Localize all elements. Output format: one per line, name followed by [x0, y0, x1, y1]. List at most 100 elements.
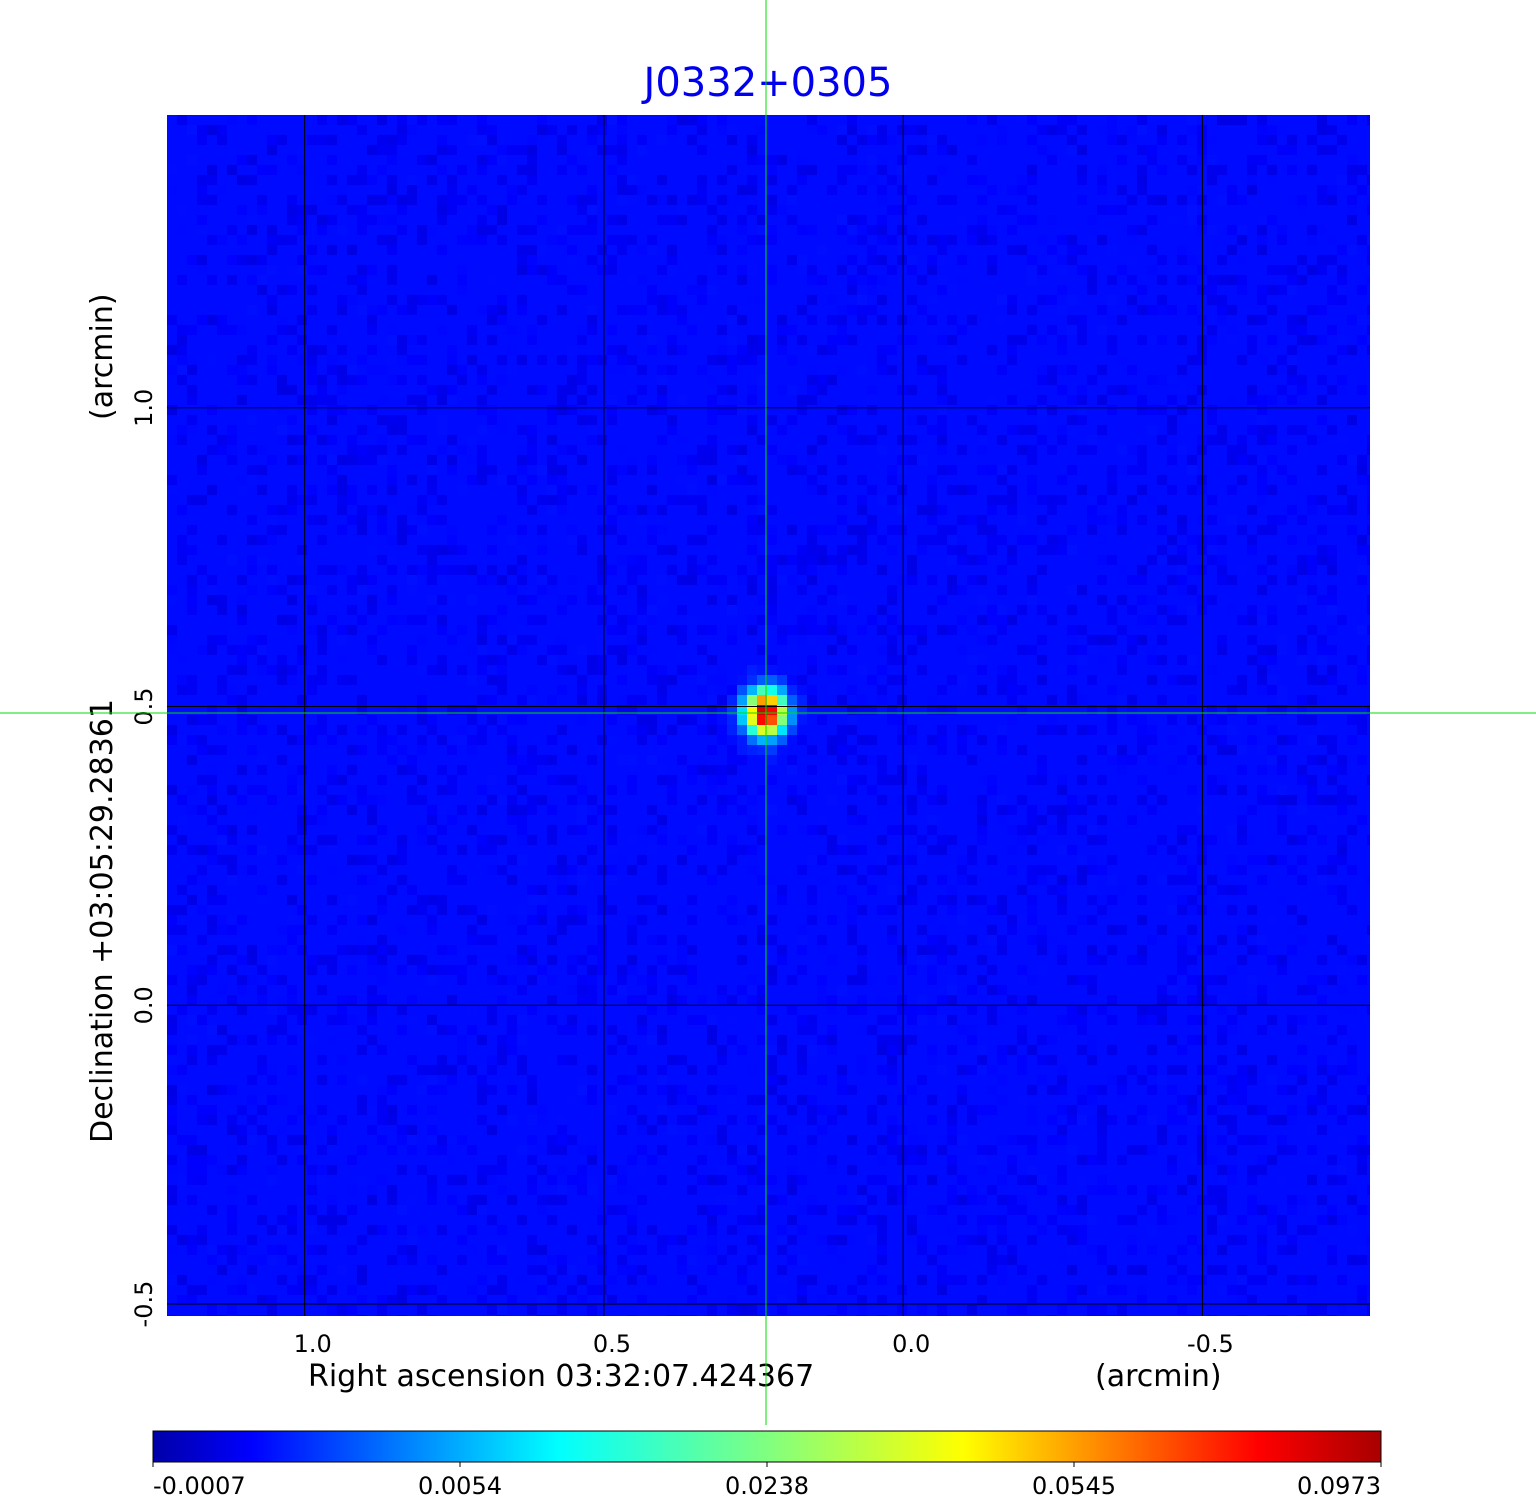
image-pixel: [1017, 685, 1027, 695]
image-pixel: [287, 435, 297, 445]
image-pixel: [587, 665, 597, 675]
image-pixel: [627, 395, 637, 405]
image-pixel: [1207, 895, 1217, 905]
image-pixel: [897, 855, 907, 865]
image-pixel: [187, 325, 197, 335]
image-pixel: [687, 1015, 697, 1025]
image-pixel: [347, 445, 357, 455]
image-pixel: [267, 1065, 277, 1075]
image-pixel: [1237, 255, 1247, 265]
image-pixel: [317, 635, 327, 645]
image-pixel: [297, 395, 307, 405]
image-pixel: [1297, 695, 1307, 705]
image-pixel: [887, 1035, 897, 1045]
image-pixel: [627, 1185, 637, 1195]
image-pixel: [717, 235, 727, 245]
image-pixel: [547, 205, 557, 215]
image-pixel: [617, 115, 627, 125]
image-pixel: [907, 885, 917, 895]
image-pixel: [1107, 715, 1117, 725]
image-pixel: [1297, 705, 1307, 715]
image-pixel: [747, 665, 757, 675]
image-pixel: [357, 1025, 367, 1035]
image-pixel: [1287, 945, 1297, 955]
image-pixel: [757, 1245, 767, 1255]
image-pixel: [757, 1005, 767, 1015]
image-pixel: [987, 495, 997, 505]
image-pixel: [207, 445, 217, 455]
image-pixel: [177, 785, 187, 795]
image-pixel: [527, 1185, 537, 1195]
image-pixel: [727, 165, 737, 175]
image-pixel: [1237, 1265, 1247, 1275]
image-pixel: [887, 825, 897, 835]
image-pixel: [1267, 745, 1277, 755]
image-pixel: [897, 1005, 907, 1015]
image-pixel: [1137, 1015, 1147, 1025]
image-pixel: [1277, 465, 1287, 475]
image-pixel: [287, 615, 297, 625]
image-pixel: [327, 405, 337, 415]
image-pixel: [797, 705, 807, 715]
image-pixel: [897, 485, 907, 495]
image-pixel: [237, 595, 247, 605]
image-pixel: [1007, 1165, 1017, 1175]
image-pixel: [497, 635, 507, 645]
image-pixel: [287, 1115, 297, 1125]
image-pixel: [587, 435, 597, 445]
image-pixel: [557, 505, 567, 515]
image-pixel: [1217, 275, 1227, 285]
image-pixel: [617, 615, 627, 625]
image-pixel: [977, 1105, 987, 1115]
image-pixel: [767, 805, 777, 815]
image-pixel: [357, 505, 367, 515]
image-pixel: [1097, 895, 1107, 905]
image-pixel: [207, 1025, 217, 1035]
image-pixel: [247, 715, 257, 725]
image-pixel: [757, 125, 767, 135]
image-pixel: [1117, 755, 1127, 765]
image-pixel: [797, 925, 807, 935]
image-pixel: [507, 735, 517, 745]
image-pixel: [497, 865, 507, 875]
image-pixel: [1017, 995, 1027, 1005]
image-pixel: [427, 465, 437, 475]
image-pixel: [407, 355, 417, 365]
image-pixel: [657, 955, 667, 965]
image-pixel: [587, 595, 597, 605]
image-pixel: [717, 795, 727, 805]
image-pixel: [1167, 575, 1177, 585]
image-pixel: [347, 205, 357, 215]
image-pixel: [277, 855, 287, 865]
image-pixel: [557, 1145, 567, 1155]
image-pixel: [697, 115, 707, 125]
image-pixel: [1287, 345, 1297, 355]
image-pixel: [1337, 1135, 1347, 1145]
image-pixel: [887, 1075, 897, 1085]
image-pixel: [987, 785, 997, 795]
image-pixel: [657, 695, 667, 705]
image-pixel: [617, 345, 627, 355]
image-pixel: [547, 1135, 557, 1145]
image-pixel: [1307, 135, 1317, 145]
image-pixel: [457, 1175, 467, 1185]
image-pixel: [577, 785, 587, 795]
image-pixel: [827, 495, 837, 505]
image-pixel: [917, 1015, 927, 1025]
image-pixel: [987, 935, 997, 945]
image-pixel: [367, 1105, 377, 1115]
image-pixel: [1117, 315, 1127, 325]
image-pixel: [1027, 825, 1037, 835]
image-pixel: [957, 965, 967, 975]
image-pixel: [1057, 805, 1067, 815]
image-pixel: [1027, 485, 1037, 495]
image-pixel: [1367, 1255, 1370, 1265]
image-pixel: [877, 215, 887, 225]
image-pixel: [1297, 205, 1307, 215]
image-pixel: [1067, 325, 1077, 335]
image-pixel: [867, 1115, 877, 1125]
image-pixel: [587, 325, 597, 335]
image-pixel: [1107, 315, 1117, 325]
image-pixel: [417, 965, 427, 975]
image-pixel: [1287, 1105, 1297, 1115]
